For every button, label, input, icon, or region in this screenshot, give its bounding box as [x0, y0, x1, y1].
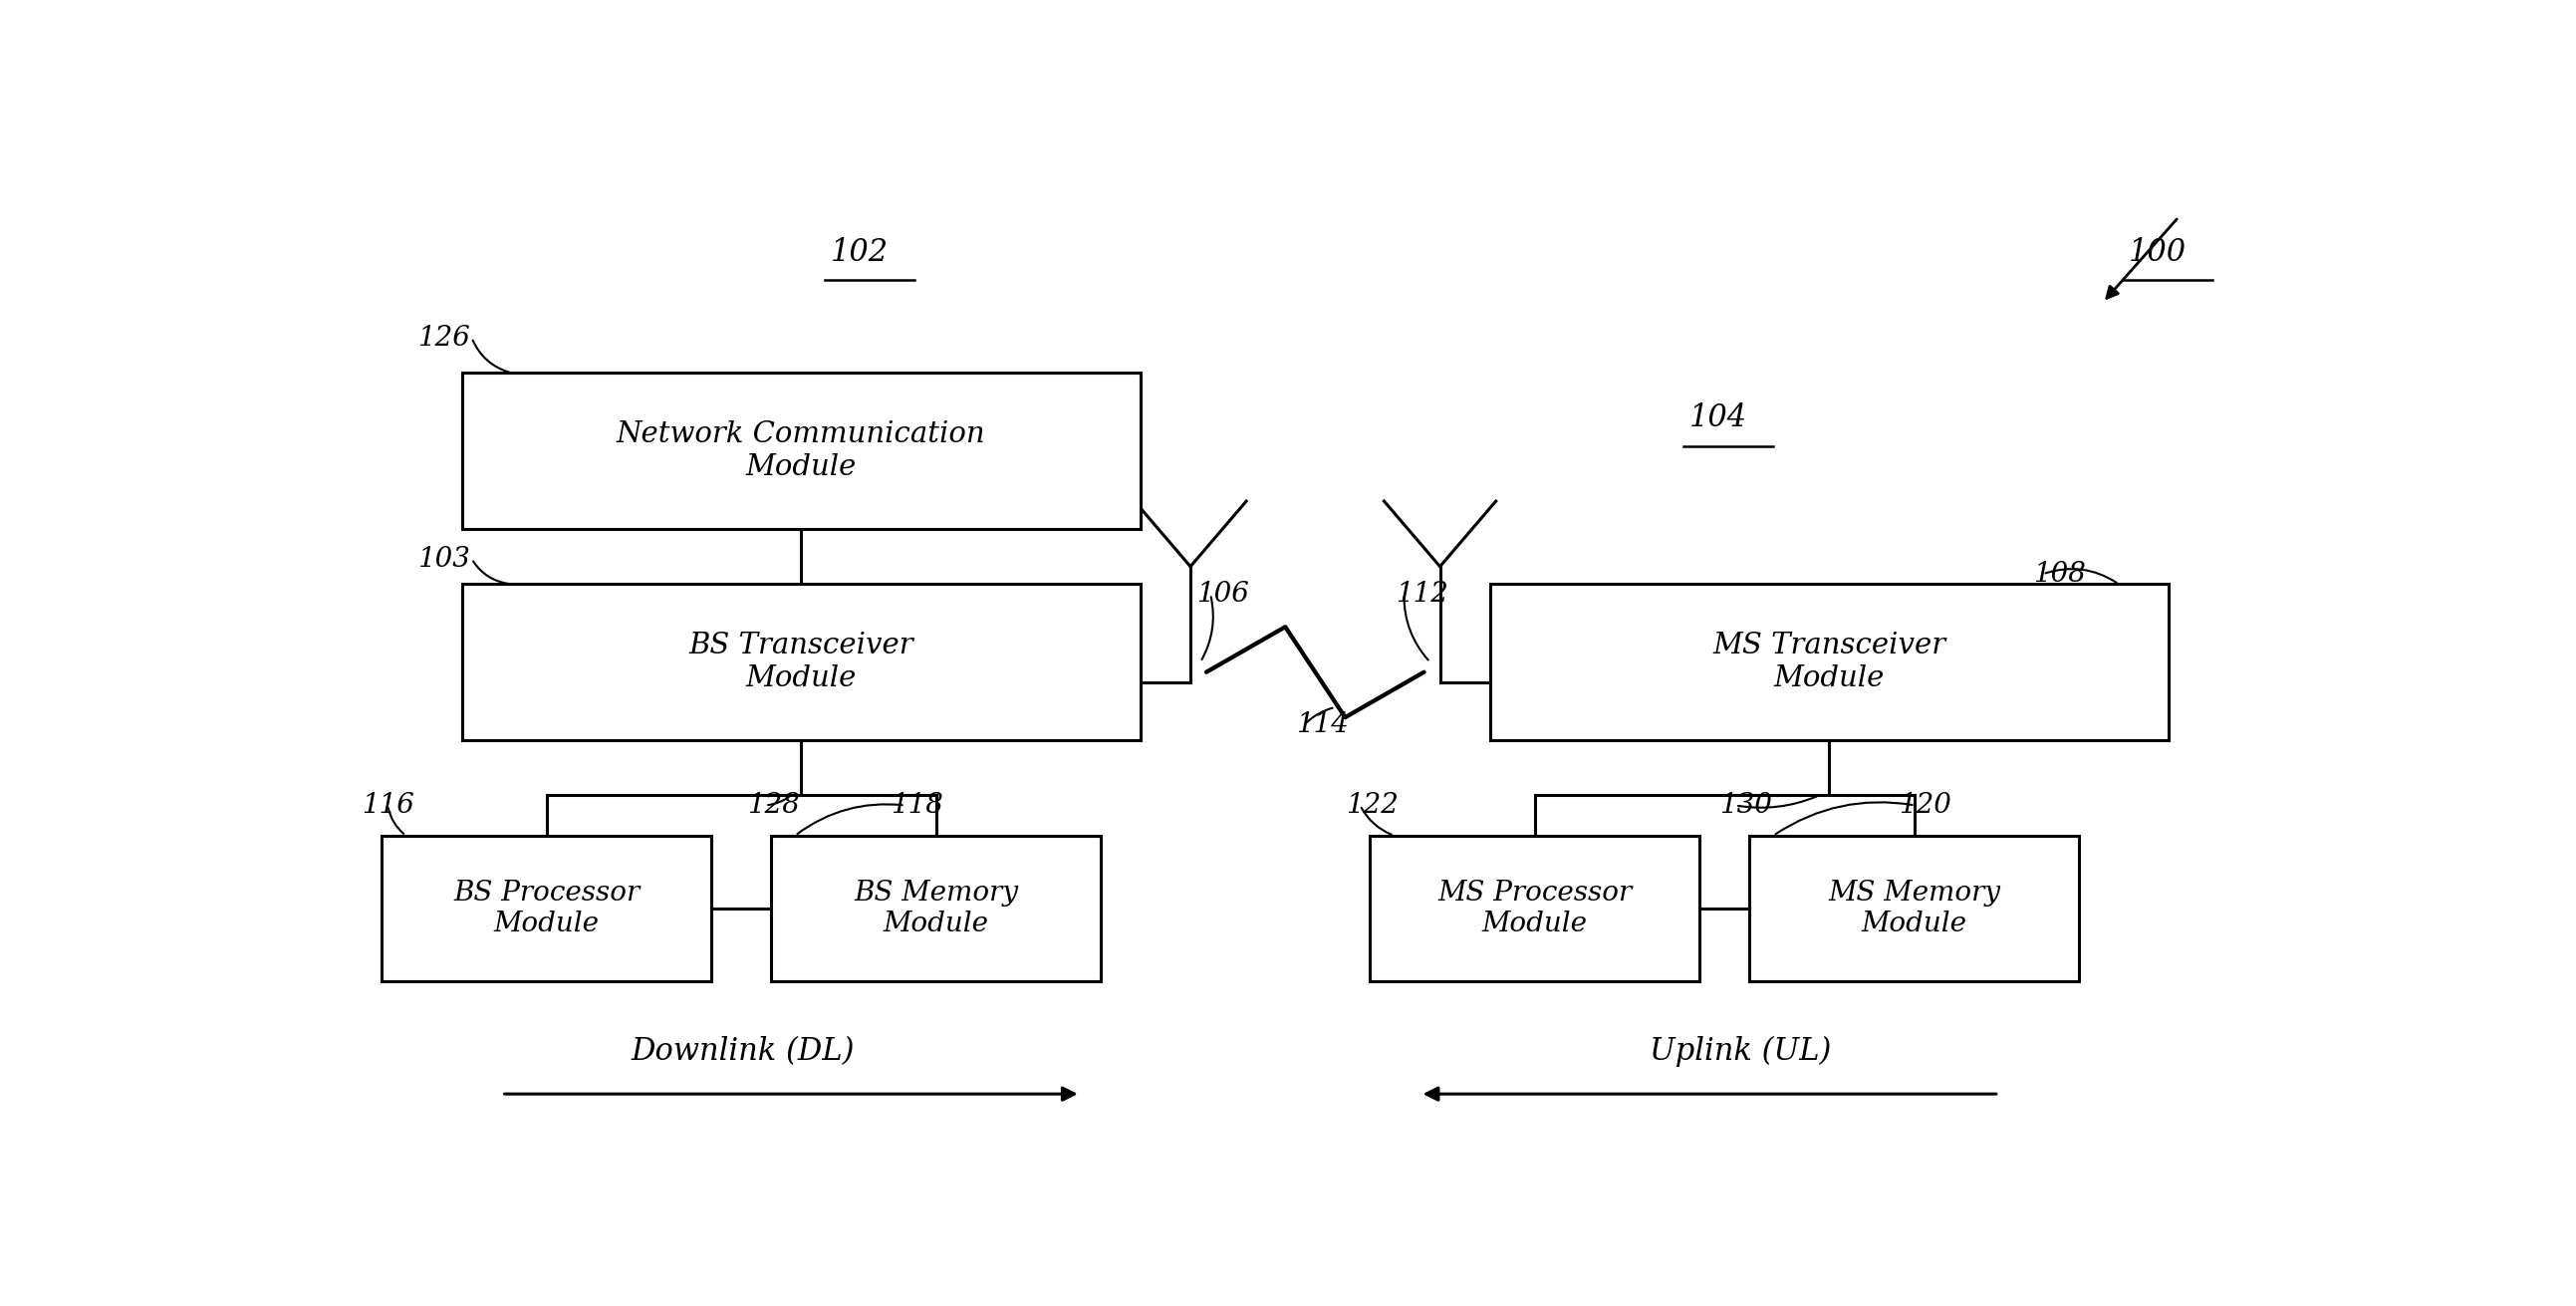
Text: MS Transceiver
Module: MS Transceiver Module	[1713, 632, 1945, 692]
FancyBboxPatch shape	[461, 584, 1141, 741]
Text: BS Memory
Module: BS Memory Module	[853, 879, 1018, 938]
Text: 120: 120	[1899, 791, 1953, 819]
Text: BS Processor
Module: BS Processor Module	[453, 879, 639, 938]
FancyBboxPatch shape	[1489, 584, 2169, 741]
Text: MS Processor
Module: MS Processor Module	[1437, 879, 1633, 938]
FancyBboxPatch shape	[1749, 836, 2079, 981]
Text: 104: 104	[1690, 402, 1747, 434]
Text: 126: 126	[417, 324, 471, 351]
FancyBboxPatch shape	[770, 836, 1100, 981]
FancyBboxPatch shape	[1370, 836, 1700, 981]
Text: MS Memory
Module: MS Memory Module	[1829, 879, 2002, 938]
Text: Network Communication
Module: Network Communication Module	[616, 421, 987, 481]
Text: 116: 116	[361, 791, 415, 819]
Text: 102: 102	[832, 236, 889, 268]
Text: Uplink (UL): Uplink (UL)	[1649, 1036, 1832, 1067]
FancyBboxPatch shape	[461, 374, 1141, 529]
Text: 130: 130	[1721, 791, 1772, 819]
Text: 100: 100	[2128, 236, 2187, 268]
Text: 103: 103	[417, 546, 471, 572]
Text: 118: 118	[891, 791, 943, 819]
Text: 112: 112	[1396, 581, 1448, 607]
Text: 122: 122	[1347, 791, 1399, 819]
Text: Downlink (DL): Downlink (DL)	[631, 1036, 855, 1067]
Text: 106: 106	[1195, 581, 1249, 607]
Text: 128: 128	[747, 791, 801, 819]
Text: 114: 114	[1296, 712, 1350, 738]
Text: 108: 108	[2032, 560, 2087, 588]
Text: BS Transceiver
Module: BS Transceiver Module	[688, 632, 914, 692]
FancyBboxPatch shape	[381, 836, 711, 981]
